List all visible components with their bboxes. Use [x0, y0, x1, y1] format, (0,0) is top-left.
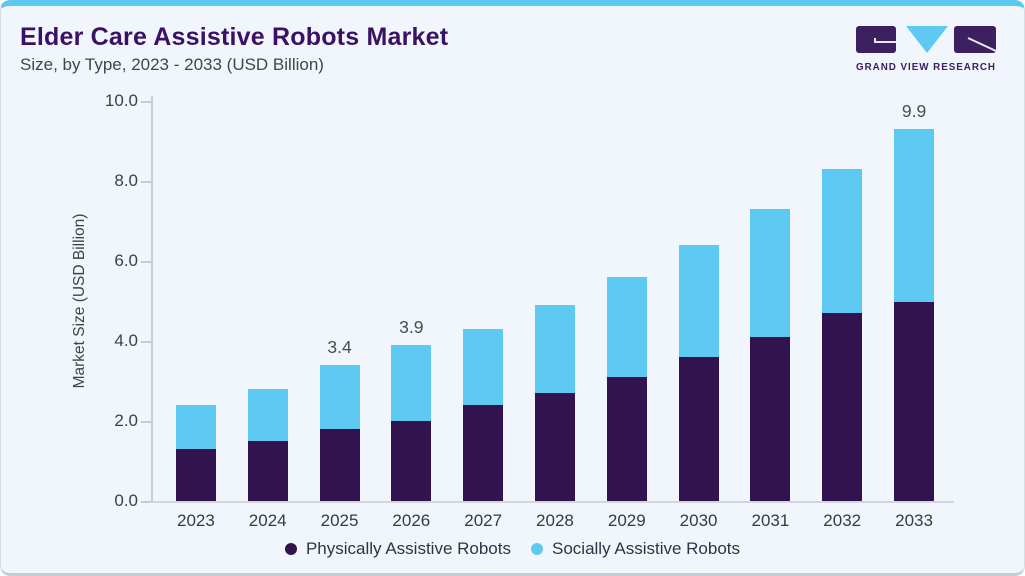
bar-segment: [678, 245, 719, 357]
bar-value-label: 3.9: [399, 317, 424, 337]
plot-area: 3.4 3.9 9.9 10.0 8.0 6.0 4.0 2.0 0.0: [105, 91, 954, 510]
bar-segment: [247, 389, 288, 441]
legend-item: Socially Assistive Robots: [531, 539, 740, 559]
bar-group: 3.9: [375, 101, 447, 501]
x-tick-label: 2030: [679, 511, 718, 530]
bar-segment: [391, 345, 432, 421]
bar-group: [519, 101, 591, 501]
legend-label: Socially Assistive Robots: [552, 539, 741, 558]
y-tick-label: 10.0: [90, 91, 151, 111]
bar-segment: [606, 377, 647, 501]
legend-label: Physically Assistive Robots: [305, 539, 511, 558]
y-tick-label: 0.0: [90, 491, 151, 511]
legend-swatch: [531, 543, 543, 555]
chart-header: Elder Care Assistive Robots Market Size,…: [20, 24, 448, 75]
bar-group: [160, 101, 232, 501]
logo-r-leg: [967, 37, 996, 52]
page-subtitle: Size, by Type, 2023 - 2033 (USD Billion): [20, 55, 324, 74]
logo-g-notch: [874, 38, 896, 43]
bar-segment: [534, 305, 575, 393]
bar-group: [663, 101, 735, 501]
x-tick-label: 2033: [895, 511, 933, 530]
logo-v-triangle: [906, 26, 948, 53]
bar-value-label: 3.4: [327, 337, 352, 357]
bar-group: [232, 101, 304, 501]
bar-segment: [319, 429, 360, 501]
x-tick-label: 2025: [320, 511, 359, 530]
x-tick-label: 2027: [464, 511, 503, 530]
x-tick-label: 2023: [176, 511, 215, 530]
bar-group: [735, 101, 807, 501]
bar-group: [591, 101, 663, 501]
x-tick-label: 2028: [536, 511, 574, 530]
bar-group: 9.9: [878, 101, 950, 501]
x-tick-label: 2031: [751, 511, 790, 530]
bars-row: 3.4 3.9 9.9: [152, 101, 950, 501]
logo-text: GRAND VIEW RESEARCH: [856, 62, 996, 72]
bar-group: 3.4: [304, 101, 376, 501]
x-tick-label: 2024: [248, 511, 287, 530]
bar-segment: [319, 365, 360, 429]
legend-swatch: [284, 543, 297, 555]
bar-segment: [463, 405, 504, 501]
x-tick-label: 2032: [823, 511, 862, 530]
x-axis-labels: 2023 2024 2025 2026 2027 2028 2029 2030 2031 2032…: [152, 511, 950, 531]
bar-segment: [822, 313, 863, 501]
bar-segment: [894, 301, 935, 501]
x-tick-label: 2026: [392, 511, 431, 530]
bar-segment: [606, 277, 647, 377]
bar-segment: [175, 405, 216, 449]
page-title: Elder Care Assistive Robots Market: [20, 23, 449, 51]
gvr-logo: GRAND VIEW RESEARCH: [856, 26, 996, 72]
bar-segment: [822, 169, 863, 313]
bar-segment: [750, 209, 791, 337]
bar-segment: [247, 441, 288, 501]
bar-segment: [678, 357, 719, 501]
x-tick-label: 2029: [607, 511, 646, 530]
bar-value-label: 9.9: [901, 101, 927, 121]
bar-group: [806, 101, 878, 501]
bar-segment: [175, 449, 216, 501]
bar-group: [447, 101, 519, 501]
bar-segment: [534, 393, 575, 501]
bar-segment: [750, 337, 791, 501]
bar-segment: [391, 421, 432, 501]
bar-segment: [894, 129, 935, 302]
legend: Physically Assistive Robots Socially Assi…: [1, 539, 1024, 559]
y-tick-label: 8.0: [90, 171, 151, 191]
bar-segment: [463, 329, 504, 405]
y-tick-label: 6.0: [90, 251, 151, 271]
y-tick-label: 4.0: [90, 331, 151, 351]
y-axis-title: Market Size (USD Billion): [71, 213, 88, 389]
legend-item: Physically Assistive Robots: [284, 539, 511, 559]
y-tick-label: 2.0: [90, 411, 151, 431]
